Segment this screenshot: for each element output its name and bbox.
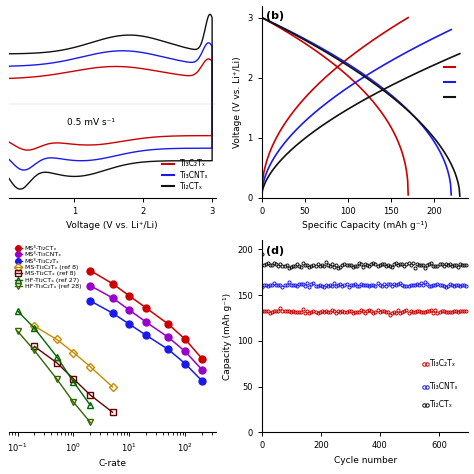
Text: Ti₂CTₓ: Ti₂CTₓ [430, 401, 453, 410]
X-axis label: C-rate: C-rate [98, 459, 126, 468]
Y-axis label: Voltage (V vs. Li⁺/Li): Voltage (V vs. Li⁺/Li) [233, 56, 242, 147]
X-axis label: Cycle number: Cycle number [334, 456, 397, 465]
Text: Ti₃C₂Tₓ: Ti₃C₂Tₓ [430, 359, 456, 368]
Text: (b): (b) [266, 11, 284, 21]
Text: 0.5 mV s⁻¹: 0.5 mV s⁻¹ [67, 118, 115, 127]
Text: (d): (d) [266, 246, 284, 256]
Text: Ti₃CNTₓ: Ti₃CNTₓ [430, 382, 459, 391]
X-axis label: Specific Capacity (mAh g⁻¹): Specific Capacity (mAh g⁻¹) [302, 221, 428, 230]
Legend: MS³-Ti₂CTₓ, MS³-Ti₃CNTₓ, MS³-Ti₃C₂Tₓ, MS-Ti₃C₂Tₓ (ref 8), MS-Ti₂CTₓ (ref 8), HF-: MS³-Ti₂CTₓ, MS³-Ti₃CNTₓ, MS³-Ti₃C₂Tₓ, MS… [12, 243, 83, 292]
Legend: , , : , , [441, 60, 465, 105]
Legend: Ti₃C₂Tₓ, Ti₃CNTₓ, Ti₂CTₓ: Ti₃C₂Tₓ, Ti₃CNTₓ, Ti₂CTₓ [159, 156, 212, 194]
X-axis label: Voltage (V vs. Li⁺/Li): Voltage (V vs. Li⁺/Li) [66, 221, 158, 230]
Y-axis label: Capacity (mAh g⁻¹): Capacity (mAh g⁻¹) [222, 293, 231, 380]
